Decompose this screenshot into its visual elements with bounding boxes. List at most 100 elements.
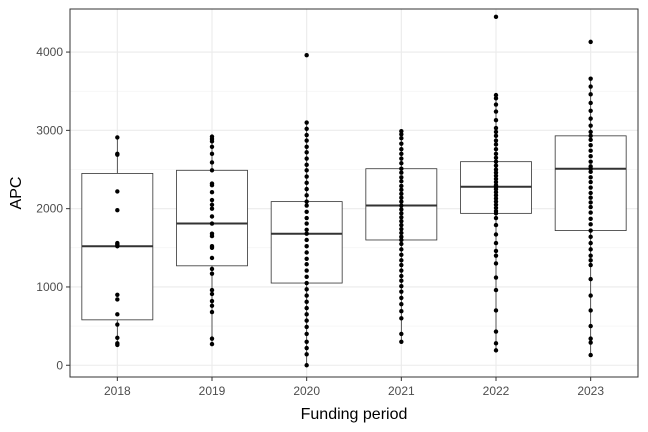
- data-point: [399, 128, 404, 134]
- data-point: [399, 283, 404, 289]
- data-point: [304, 156, 309, 161]
- data-point: [304, 274, 309, 279]
- data-point: [399, 331, 404, 337]
- data-point: [399, 175, 404, 180]
- data-point: [588, 175, 593, 180]
- data-point: [399, 132, 404, 137]
- data-point: [493, 196, 499, 201]
- x-axis: 2018 2019 2020 2021 2022 2023: [104, 377, 604, 398]
- data-point: [588, 116, 593, 121]
- point-series: [115, 14, 593, 368]
- data-point: [399, 222, 404, 228]
- data-point: [399, 258, 404, 263]
- data-point: [304, 168, 309, 173]
- data-point: [209, 214, 215, 219]
- data-point: [493, 211, 499, 216]
- y-tick-label: 4000: [36, 45, 63, 59]
- data-point: [209, 168, 215, 173]
- data-point: [209, 255, 215, 261]
- data-point: [493, 159, 499, 164]
- points-2020: [304, 52, 309, 368]
- data-point: [304, 345, 309, 351]
- data-point: [399, 226, 404, 232]
- data-point: [399, 211, 404, 216]
- data-point: [115, 322, 120, 327]
- data-point: [304, 293, 309, 298]
- x-tick-label: 2023: [577, 384, 604, 398]
- data-point: [209, 160, 215, 165]
- data-point: [493, 341, 499, 346]
- data-point: [304, 120, 309, 125]
- data-point: [304, 186, 309, 192]
- data-point: [399, 166, 404, 171]
- data-point: [588, 100, 593, 106]
- points-2022: [493, 14, 499, 353]
- data-point: [588, 276, 593, 282]
- data-point: [493, 117, 499, 123]
- y-axis: 0 1000 2000 3000 4000: [36, 45, 70, 372]
- data-point: [304, 209, 309, 214]
- data-point: [493, 190, 499, 195]
- data-point: [399, 170, 404, 175]
- data-point: [304, 305, 309, 311]
- data-point: [588, 133, 593, 139]
- data-point: [493, 129, 499, 135]
- data-point: [588, 336, 593, 341]
- data-point: [209, 266, 215, 272]
- data-point: [493, 275, 499, 280]
- data-point: [399, 234, 404, 240]
- data-point: [588, 148, 593, 153]
- data-point: [399, 146, 404, 152]
- data-point: [493, 163, 499, 168]
- data-point: [493, 186, 499, 192]
- data-point: [209, 287, 215, 293]
- data-point: [493, 138, 499, 143]
- data-point: [493, 253, 499, 258]
- data-point: [588, 323, 593, 329]
- data-point: [304, 262, 309, 267]
- y-tick-label: 0: [56, 358, 63, 372]
- data-point: [588, 293, 593, 298]
- data-point: [399, 241, 404, 247]
- data-point: [304, 268, 309, 273]
- data-point: [304, 221, 309, 226]
- data-point: [304, 237, 309, 243]
- data-point: [304, 256, 309, 261]
- data-point: [304, 324, 309, 330]
- y-tick-label: 2000: [36, 202, 63, 216]
- data-point: [493, 125, 499, 131]
- data-point: [304, 215, 309, 221]
- data-point: [209, 245, 215, 251]
- points-2019: [209, 134, 215, 347]
- x-tick-label: 2021: [388, 384, 415, 398]
- data-point: [399, 151, 404, 157]
- data-point: [493, 151, 499, 157]
- data-point: [493, 329, 499, 334]
- data-point: [115, 189, 120, 194]
- data-point: [588, 247, 593, 252]
- data-point: [588, 92, 593, 97]
- data-point: [399, 161, 404, 166]
- data-point: [493, 133, 499, 139]
- data-point: [588, 76, 593, 81]
- data-point: [304, 132, 309, 138]
- data-point: [115, 244, 120, 249]
- data-point: [588, 262, 593, 268]
- data-point: [493, 173, 499, 178]
- data-point: [209, 197, 215, 203]
- data-point: [399, 156, 404, 161]
- data-point: [588, 179, 593, 185]
- data-point: [588, 195, 593, 200]
- data-point: [493, 96, 499, 101]
- data-point: [493, 14, 499, 20]
- data-point: [588, 200, 593, 205]
- minor-gridlines: [70, 90, 638, 327]
- data-point: [304, 150, 309, 155]
- data-point: [304, 287, 309, 292]
- data-point: [588, 190, 593, 196]
- data-point: [493, 179, 499, 185]
- data-point: [493, 261, 499, 266]
- x-axis-title: Funding period: [301, 406, 408, 423]
- data-point: [493, 170, 499, 175]
- data-point: [115, 292, 120, 297]
